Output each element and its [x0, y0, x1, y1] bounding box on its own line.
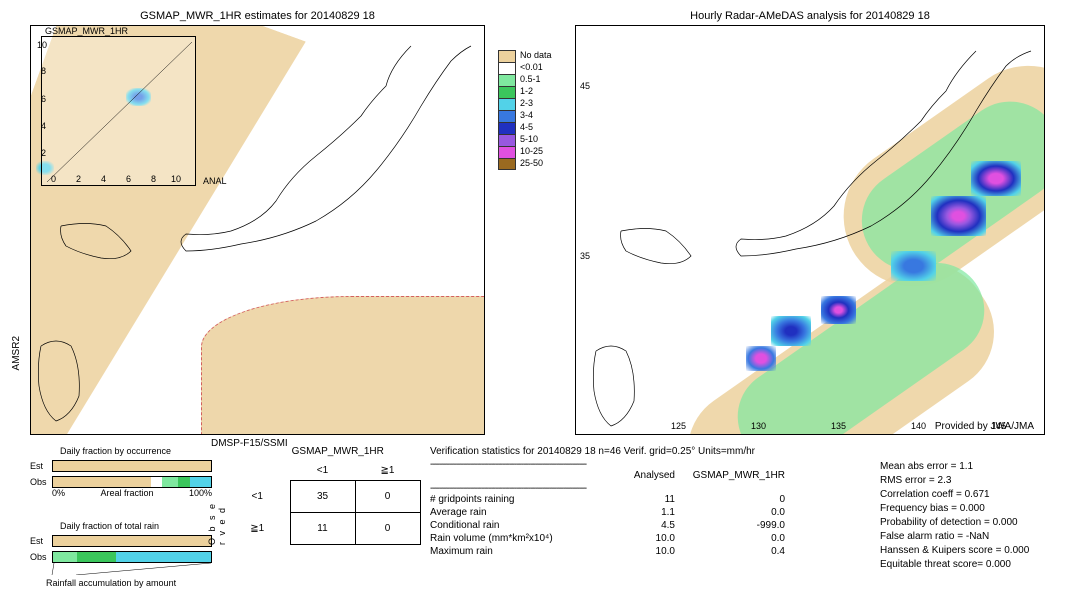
x-axis-135: 135 [831, 421, 846, 431]
inset-title: GSMAP_MWR_1HR [45, 26, 128, 36]
contingency-table: GSMAP_MWR_1HR O b s e r v e d <1≧1 <1350… [225, 446, 421, 545]
bottom-section: Daily fraction by occurrence Est Obs 0% … [0, 446, 1080, 612]
occ-obs-bar [52, 476, 212, 488]
observed-label: O b s e r v e d [207, 496, 227, 545]
score-stats: Mean abs error = 1.1RMS error = 2.3Corre… [880, 461, 1029, 573]
left-map-panel: GSMAP_MWR_1HR estimates for 20140829 18 … [30, 25, 485, 435]
color-legend: No data <0.01 0.5-1 1-2 2-3 3-4 4-5 5-10… [498, 50, 516, 170]
fraction-occurrence: Daily fraction by occurrence Est Obs 0% … [30, 446, 212, 498]
y-axis-45: 45 [580, 81, 590, 91]
left-map-title: GSMAP_MWR_1HR estimates for 20140829 18 [31, 10, 484, 22]
right-map-title: Hourly Radar-AMeDAS analysis for 2014082… [576, 10, 1044, 22]
y-axis-35: 35 [580, 251, 590, 261]
right-map-panel: Hourly Radar-AMeDAS analysis for 2014082… [575, 25, 1045, 435]
attrib-label: Provided by JWA/JMA [935, 421, 1034, 432]
x-axis-130: 130 [751, 421, 766, 431]
inset-scatter [42, 37, 197, 187]
x-axis-140: 140 [911, 421, 926, 431]
occ-est-bar [52, 460, 212, 472]
verification-stats: Verification statistics for 20140829 18 … [430, 446, 785, 559]
tot-est-bar [52, 535, 212, 547]
left-map-inner: GSMAP_MWR_1HR ANAL 10 8 6 4 2 0 2 4 6 8 … [31, 26, 484, 434]
anal-label: ANAL [203, 176, 227, 186]
tot-obs-bar [52, 551, 212, 563]
x-axis-125: 125 [671, 421, 686, 431]
amsr2-label: AMSR2 [11, 336, 22, 370]
right-map-inner: 45 35 125 130 135 140 145 Provided by JW… [576, 26, 1044, 434]
coastline-right [576, 26, 1044, 434]
fraction-totalrain: Daily fraction of total rain Est Obs Rai… [30, 521, 216, 588]
inset-box [41, 36, 196, 186]
